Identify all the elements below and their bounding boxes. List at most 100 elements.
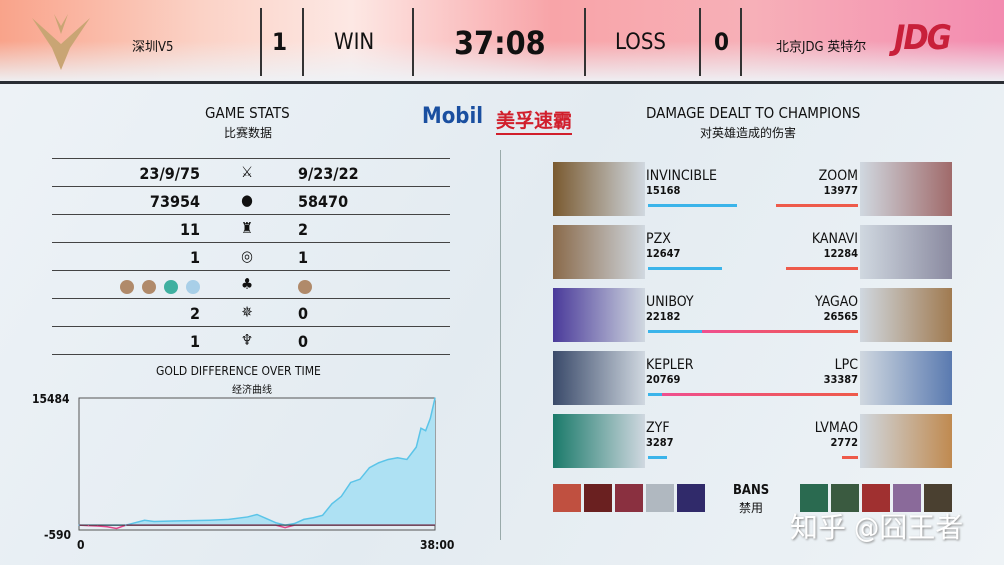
data-point (293, 522, 296, 525)
left-stat: 1 (189, 332, 200, 351)
ban-champion-icon (800, 484, 828, 512)
champion-portrait (860, 351, 952, 405)
champion-portrait (860, 414, 952, 468)
right-team-name: 北京JDG 英特尔 (776, 40, 867, 55)
mobil-logo: Mobil (422, 104, 484, 129)
left-score: 1 (272, 28, 288, 56)
right-stat: 9/23/22 (298, 164, 359, 183)
left-stat: 23/9/75 (139, 164, 200, 183)
data-point (106, 526, 108, 528)
stat-row: 1 ◎ 1 (52, 242, 450, 270)
stat-row: ♣ (52, 270, 450, 298)
champion-portrait (553, 351, 645, 405)
data-point (115, 527, 118, 530)
chart-title: GOLD DIFFERENCE OVER TIME (156, 364, 321, 378)
chart-subtitle: 经济曲线 (232, 385, 272, 396)
player-name: YAGAO (814, 294, 858, 310)
data-point (415, 446, 417, 448)
data-point (172, 520, 174, 522)
ocean-dragon-icon (164, 279, 178, 294)
champion-portrait (553, 288, 645, 342)
champion-portrait (553, 414, 645, 468)
right-result: LOSS (615, 30, 666, 55)
data-point (331, 503, 333, 505)
data-point (97, 525, 99, 527)
data-point (303, 518, 305, 521)
x-min-label: 0 (77, 538, 85, 552)
data-point (256, 513, 258, 516)
champion-portrait (860, 162, 952, 216)
data-point (275, 522, 277, 524)
damage-bar (648, 267, 723, 270)
data-point (396, 457, 399, 459)
data-point (265, 517, 267, 520)
player-card-left: UNIBOY 22182 (553, 288, 779, 342)
player-damage: 3287 (646, 436, 674, 449)
ban-champion-icon (831, 484, 859, 512)
player-card-left: KEPLER 20769 (553, 351, 771, 405)
player-damage: 12647 (646, 247, 681, 260)
data-point (350, 481, 352, 484)
data-point (209, 519, 211, 521)
player-damage: 13977 (823, 184, 858, 197)
player-card-right: YAGAO 26565 (701, 288, 952, 342)
data-point (143, 519, 146, 521)
positive-area (79, 398, 435, 526)
left-stat: 1 (189, 248, 200, 267)
data-point (312, 517, 314, 519)
player-name: KANAVI (811, 231, 858, 247)
gold-lead-line (79, 397, 436, 526)
left-stat: 11 (179, 220, 200, 239)
right-stat: 0 (298, 304, 309, 323)
damage-bar (841, 456, 858, 459)
player-damage: 12284 (823, 247, 858, 260)
inhibitor-icon: ◎ (241, 247, 253, 265)
player-damage: 20769 (646, 373, 681, 386)
damage-bar (775, 204, 858, 207)
damage-bar (648, 456, 668, 459)
player-damage: 22182 (646, 310, 681, 323)
data-point (87, 524, 89, 527)
data-point (340, 495, 342, 498)
x-max-label: 38:00 (420, 538, 455, 552)
game-time: 37:08 (454, 24, 546, 62)
player-name: ZOOM (818, 168, 858, 184)
stat-row: 73954 ● 58470 (52, 186, 450, 214)
data-point (78, 524, 80, 526)
ban-champion-icon (677, 484, 705, 512)
damage-title: DAMAGE DEALT TO CHAMPIONS (646, 104, 861, 122)
right-stat: 0 (298, 332, 309, 351)
bans-sublabel: 禁用 (739, 501, 764, 515)
data-point (378, 462, 380, 464)
ban-champion-icon (893, 484, 921, 512)
kda-icon: ⚔ (240, 163, 254, 181)
data-point (429, 417, 431, 419)
watermark: 知乎 @囧王者 (790, 511, 964, 544)
tower-icon: ♜ (240, 219, 254, 237)
data-point (359, 478, 361, 480)
data-point (425, 430, 427, 432)
ban-champion-icon (862, 484, 890, 512)
player-card-left: PZX 12647 (553, 225, 753, 279)
left-dragons (112, 276, 200, 295)
data-point (406, 458, 408, 461)
cloud-dragon-icon (186, 279, 200, 294)
game-stats-subtitle: 比赛数据 (224, 126, 273, 140)
player-damage: 2772 (830, 436, 858, 449)
gold-difference-chart (78, 397, 436, 531)
damage-bar (661, 393, 858, 396)
player-damage: 33387 (823, 373, 858, 386)
player-name: LPC (834, 357, 858, 373)
baron-icon: ♆ (240, 331, 254, 349)
data-point (321, 514, 324, 516)
data-point (420, 427, 422, 429)
mountain-dragon-icon (142, 279, 156, 294)
player-card-right: ZOOM 13977 (752, 162, 952, 216)
mountain-dragon-icon (298, 279, 312, 294)
damage-bar (701, 330, 858, 333)
right-stat: 58470 (298, 192, 349, 211)
ban-champion-icon (615, 484, 643, 512)
gold-icon: ● (241, 191, 253, 209)
ban-champion-icon (553, 484, 581, 512)
player-name: ZYF (646, 420, 670, 436)
